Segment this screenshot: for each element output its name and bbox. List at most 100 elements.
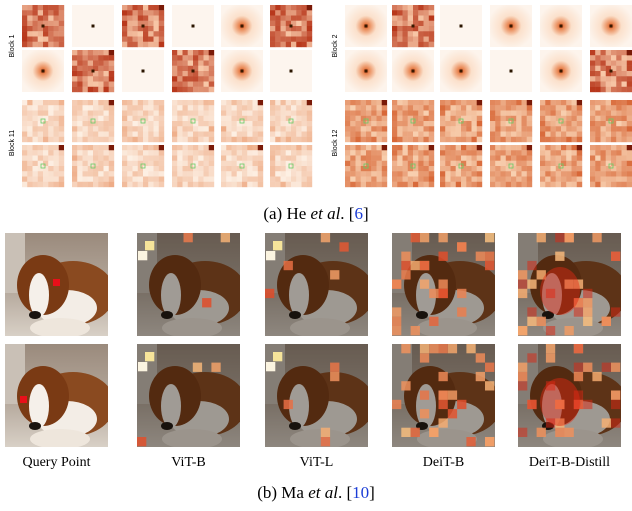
heatmap-cell (408, 121, 413, 126)
heatmap-cell (104, 137, 109, 142)
heatmap-cell (506, 132, 511, 137)
heatmap-cell (440, 116, 445, 121)
heatmap-cell (307, 150, 312, 155)
heatmap-cell (291, 16, 296, 21)
heatmap-cell (98, 82, 103, 87)
heatmap-cell (104, 100, 109, 105)
heatmap-cell (33, 5, 38, 10)
heatmap-cell (172, 76, 177, 81)
heatmap-cell (418, 182, 423, 187)
heatmap-cell (424, 42, 429, 47)
heatmap-cell (193, 126, 198, 131)
heatmap-cell (88, 150, 93, 155)
heatmap-cell (209, 71, 214, 76)
heatmap-cell (188, 61, 193, 66)
heatmap-cell (451, 161, 456, 166)
heatmap-cell (408, 126, 413, 131)
heatmap-cell (429, 42, 434, 47)
heatmap-cell (456, 105, 461, 110)
heatmap-cell (302, 31, 307, 36)
heatmap-cell (232, 156, 237, 161)
heatmap-cell (556, 100, 561, 105)
heatmap-cell (540, 105, 545, 110)
heatmap-cell (88, 61, 93, 66)
heatmap-cell (590, 121, 595, 126)
heatmap-cell (350, 116, 355, 121)
attn-cell (439, 280, 448, 289)
heatmap-cell (204, 82, 209, 87)
heatmap-cell (104, 177, 109, 182)
heatmap-cell (172, 171, 177, 176)
heatmap-cell (247, 132, 252, 137)
heatmap-cell (350, 100, 355, 105)
heatmap-cell (622, 171, 627, 176)
heatmap-cell (451, 137, 456, 142)
heatmap-cell (307, 111, 312, 116)
heatmap-cell (461, 137, 466, 142)
heatmap-cell (511, 121, 516, 126)
heatmap-cell (193, 55, 198, 60)
heatmap-cell (204, 50, 209, 55)
heatmap-cell (622, 105, 627, 110)
heatmap-cell (527, 111, 532, 116)
heatmap-cell (440, 126, 445, 131)
heatmap-cell (88, 87, 93, 92)
heatmap-cell (572, 182, 577, 187)
heatmap-cell (397, 105, 402, 110)
heatmap-cell (143, 156, 148, 161)
heatmap-cell (511, 137, 516, 142)
heatmap-cell (22, 182, 27, 187)
heatmap-cell (188, 177, 193, 182)
heatmap-cell (451, 116, 456, 121)
heatmap-cell (566, 150, 571, 155)
heatmap-cell (595, 121, 600, 126)
heatmap-cell (270, 171, 275, 176)
heatmap-cell (397, 10, 402, 15)
heatmap-cell (27, 132, 32, 137)
heatmap-cell (148, 166, 153, 171)
heatmap-cell (83, 76, 88, 81)
heatmap-cell (527, 145, 532, 150)
attn-cell (583, 298, 592, 307)
heatmap-cell (590, 177, 595, 182)
heatmap-cell (572, 121, 577, 126)
attn-cell (401, 261, 410, 270)
heatmap-cell (177, 50, 182, 55)
heatmap-cell (83, 82, 88, 87)
heatmap-cell (403, 37, 408, 42)
heatmap-cell (616, 150, 621, 155)
heatmap-cell (226, 150, 231, 155)
heatmap-cell (622, 66, 627, 71)
query-pixel (42, 25, 45, 28)
heatmap-cell (27, 10, 32, 15)
heatmap-cell (440, 177, 445, 182)
heatmap-cell (472, 137, 477, 142)
heatmap-cell (606, 116, 611, 121)
heatmap-cell (403, 116, 408, 121)
heatmap-cell (154, 100, 159, 105)
heatmap-cell (275, 100, 280, 105)
heatmap-cell (461, 126, 466, 131)
heatmap-cell (611, 100, 616, 105)
heatmap-cell (627, 116, 632, 121)
heatmap-cell (177, 150, 182, 155)
heatmap-cell (286, 182, 291, 187)
heatmap-cell (307, 5, 312, 10)
query-pixel (92, 25, 95, 28)
dog-nose (29, 422, 41, 430)
attn-cell (411, 233, 420, 242)
heatmap-cell (54, 171, 59, 176)
heatmap-cell (551, 121, 556, 126)
heatmap-cell (611, 61, 616, 66)
heatmap-cell (361, 100, 366, 105)
heatmap-cell (606, 55, 611, 60)
heatmap-cell (133, 111, 138, 116)
attn-cell (392, 400, 401, 409)
heatmap-cell (88, 161, 93, 166)
heatmap-cell (461, 116, 466, 121)
heatmap-cell (590, 132, 595, 137)
heatmap-cell (258, 100, 263, 105)
heatmap-cell (296, 171, 301, 176)
heatmap-cell (408, 37, 413, 42)
heatmap-cell (540, 126, 545, 131)
